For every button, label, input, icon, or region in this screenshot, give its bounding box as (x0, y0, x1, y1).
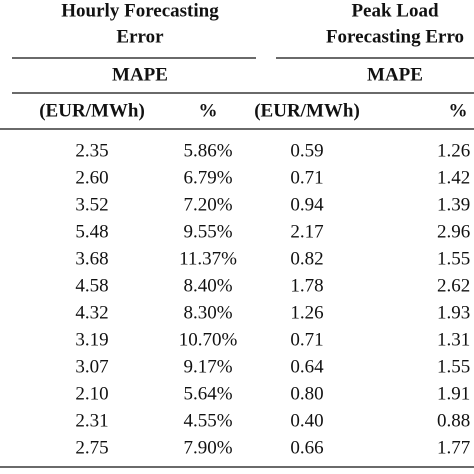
cell: 7.90% (183, 437, 232, 458)
cell: 11.37% (179, 248, 237, 269)
cell: 0.59 (290, 140, 323, 161)
cell: 2.31 (75, 410, 108, 431)
cell: 1.91 (437, 383, 470, 404)
cell: 1.26 (290, 302, 323, 323)
cell: 10.70% (179, 329, 238, 350)
cell: 9.17% (183, 356, 232, 377)
unit-header: (EUR/MWh) (39, 100, 145, 121)
cell: 0.66 (290, 437, 323, 458)
cell: 2.35 (75, 140, 108, 161)
cell: 8.30% (183, 302, 232, 323)
cell: 4.58 (75, 275, 108, 296)
cell: 4.32 (75, 302, 108, 323)
cell: 3.19 (75, 329, 108, 350)
cell: 4.55% (183, 410, 232, 431)
unit-header: (EUR/MWh) (254, 100, 360, 121)
cell: 0.82 (290, 248, 323, 269)
cell: 9.55% (183, 221, 232, 242)
metric-header: MAPE (112, 64, 168, 85)
cell: 1.78 (290, 275, 323, 296)
cell: 8.40% (183, 275, 232, 296)
cell: 1.77 (437, 437, 470, 458)
cell: 3.68 (75, 248, 108, 269)
cell: 1.39 (437, 194, 470, 215)
cell: 2.60 (75, 167, 108, 188)
cell: 2.10 (75, 383, 108, 404)
group-header: Peak Load (351, 0, 439, 21)
cell: 1.55 (437, 248, 470, 269)
cell: 3.52 (75, 194, 108, 215)
metric-header: MAPE (367, 64, 423, 85)
cell: 0.71 (290, 329, 323, 350)
unit-header: % (199, 100, 218, 121)
cell: 2.62 (437, 275, 470, 296)
group-header: Forecasting Erro (326, 26, 464, 47)
cell: 5.86% (183, 140, 232, 161)
cell: 0.40 (290, 410, 323, 431)
cell: 5.64% (183, 383, 232, 404)
cell: 2.96 (437, 221, 470, 242)
cell: 1.31 (437, 329, 470, 350)
cell: 1.42 (437, 167, 470, 188)
cell: 0.80 (290, 383, 323, 404)
cell: 1.55 (437, 356, 470, 377)
cell: 0.94 (290, 194, 324, 215)
cell: 0.71 (290, 167, 323, 188)
cell: 0.64 (290, 356, 324, 377)
cell: 3.07 (75, 356, 108, 377)
cell: 0.88 (437, 410, 470, 431)
group-header: Hourly Forecasting (61, 0, 219, 21)
cell: 5.48 (75, 221, 108, 242)
cell: 6.79% (183, 167, 232, 188)
cell: 7.20% (183, 194, 232, 215)
group-header: Error (116, 26, 164, 47)
cell: 1.26 (437, 140, 470, 161)
cell: 2.17 (290, 221, 323, 242)
unit-header: % (449, 100, 468, 121)
cell: 1.93 (437, 302, 470, 323)
cell: 2.75 (75, 437, 108, 458)
